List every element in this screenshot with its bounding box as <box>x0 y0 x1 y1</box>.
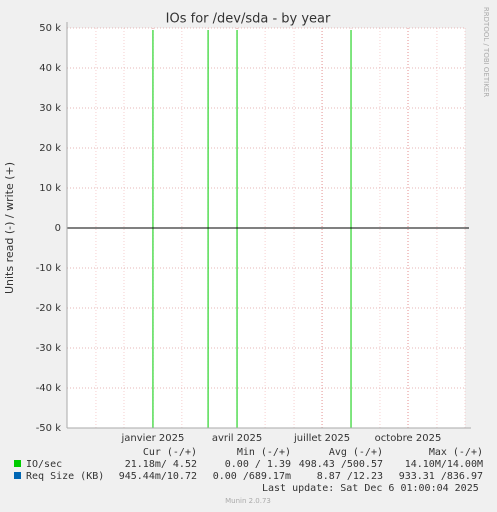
stats-header: Cur (-/+) <box>143 447 197 458</box>
y-tick-label: 20 k <box>39 143 61 154</box>
y-tick-label: 40 k <box>39 63 61 74</box>
stats-cell: 21.18m/ 4.52 <box>125 459 197 470</box>
y-axis-label: Units read (-) / write (+) <box>3 162 16 294</box>
stats-cell: 933.31 /836.97 <box>399 471 483 482</box>
y-tick-label: -30 k <box>36 343 62 354</box>
side-label: RRDTOOL / TOBI OETIKER <box>482 7 490 97</box>
stats-cell: 8.87 /12.23 <box>317 471 383 482</box>
legend-label: IO/sec <box>26 459 62 470</box>
stats-cell: 0.00 / 1.39 <box>225 459 291 470</box>
stats-cell: 945.44m/10.72 <box>119 471 197 482</box>
x-tick-label: avril 2025 <box>212 433 262 444</box>
legend-swatch <box>14 472 21 479</box>
stats-cell: 498.43 /500.57 <box>299 459 383 470</box>
stats-header: Min (-/+) <box>237 447 291 458</box>
y-tick-label: 0 <box>55 223 61 234</box>
stats-cell: 14.10M/14.00M <box>405 459 483 470</box>
y-tick-label: -10 k <box>36 263 62 274</box>
legend-swatch <box>14 460 21 467</box>
chart-title: IOs for /dev/sda - by year <box>166 12 331 27</box>
x-tick-label: juillet 2025 <box>293 433 350 444</box>
stats-header: Avg (-/+) <box>329 447 383 458</box>
y-tick-label: -40 k <box>36 383 62 394</box>
y-tick-label: 30 k <box>39 103 61 114</box>
last-update: Last update: Sat Dec 6 01:00:04 2025 <box>262 483 479 494</box>
stats-cell: 0.00 /689.17m <box>213 471 291 482</box>
y-tick-label: -50 k <box>36 423 62 434</box>
y-tick-label: 50 k <box>39 23 61 34</box>
x-tick-label: janvier 2025 <box>121 433 185 444</box>
x-tick-label: octobre 2025 <box>375 433 442 444</box>
y-tick-label: 10 k <box>39 183 61 194</box>
y-tick-label: -20 k <box>36 303 62 314</box>
footer: Munin 2.0.73 <box>225 497 271 505</box>
legend-label: Req Size (KB) <box>26 471 104 482</box>
stats-header: Max (-/+) <box>429 447 483 458</box>
